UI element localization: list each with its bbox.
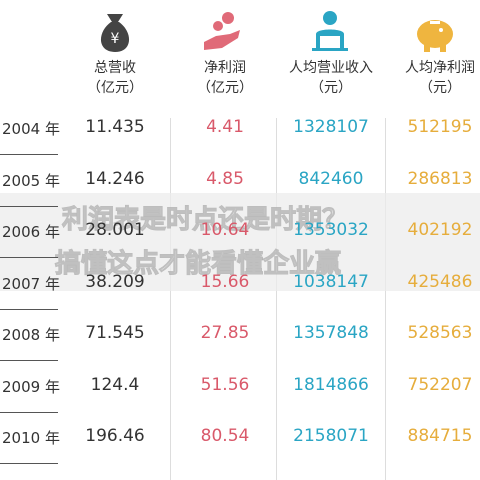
column-header: 人均营业收入 （元） bbox=[276, 58, 386, 98]
svg-text:¥: ¥ bbox=[111, 31, 120, 47]
column-header: 净利润 （亿元） bbox=[170, 58, 280, 98]
row-separator bbox=[0, 411, 58, 413]
table-cell: 11.435 bbox=[85, 117, 145, 137]
header-unit: （亿元） bbox=[197, 80, 253, 96]
table-cell: 51.56 bbox=[200, 374, 250, 395]
person-laptop-icon bbox=[312, 11, 348, 51]
table-cell: 38.209 bbox=[85, 271, 145, 292]
header-title: 净利润 bbox=[204, 60, 246, 76]
header-unit: （亿元） bbox=[87, 80, 143, 96]
header-title: 人均营业收入 bbox=[289, 60, 373, 76]
table-cell: 528563 bbox=[407, 323, 473, 343]
year-label: 2008 年 bbox=[2, 326, 60, 344]
column-divider bbox=[385, 118, 386, 480]
money-bag-icon: ¥ bbox=[100, 14, 130, 52]
table-cell: 27.85 bbox=[200, 323, 250, 343]
year-label: 2004 年 bbox=[2, 120, 60, 138]
table-cell: 752207 bbox=[407, 374, 473, 395]
table-cell: 1357848 bbox=[293, 323, 369, 343]
table-cell: 14.246 bbox=[85, 168, 145, 189]
table-cell: 402192 bbox=[407, 220, 473, 240]
row-separator bbox=[0, 463, 58, 464]
year-label: 2010 年 bbox=[2, 429, 60, 447]
table-cell: 15.66 bbox=[200, 271, 250, 292]
row-separator bbox=[0, 154, 58, 155]
column-header: 总营收 （亿元） bbox=[60, 58, 170, 98]
watermark-text: 利润表是时点还是时期？ bbox=[61, 205, 349, 236]
table-cell: 124.4 bbox=[90, 374, 140, 395]
year-label: 2006 年 bbox=[2, 223, 60, 241]
table-cell: 425486 bbox=[407, 271, 473, 292]
header-unit: （元） bbox=[419, 80, 461, 96]
header-unit: （元） bbox=[310, 80, 352, 96]
table-cell: 1328107 bbox=[293, 117, 369, 137]
year-label: 2005 年 bbox=[2, 171, 60, 190]
row-separator bbox=[0, 308, 58, 310]
row-separator bbox=[0, 360, 58, 361]
table-cell: 4.41 bbox=[206, 117, 244, 137]
watermark-text: 搞懂这点才能看懂企业赢 bbox=[54, 249, 342, 280]
table-cell: 842460 bbox=[298, 168, 364, 189]
table-cell: 196.46 bbox=[85, 426, 145, 446]
table-cell: 71.545 bbox=[85, 323, 145, 343]
table-cell: 80.54 bbox=[200, 426, 250, 446]
watermark-band: 利润表是时点还是时期？ 搞懂这点才能看懂企业赢 bbox=[0, 193, 480, 291]
table-cell: 4.85 bbox=[206, 168, 244, 189]
table-cell: 286813 bbox=[407, 168, 473, 189]
table-cell: 512195 bbox=[407, 117, 473, 137]
column-divider bbox=[276, 118, 277, 480]
row-separator bbox=[0, 257, 58, 258]
table-cell: 10.64 bbox=[200, 220, 250, 240]
table-cell: 1814866 bbox=[293, 374, 369, 395]
column-divider bbox=[170, 118, 171, 480]
header-title: 人均净利润 bbox=[405, 60, 475, 76]
table-cell: 1353032 bbox=[293, 220, 369, 240]
hand-coins-icon bbox=[204, 12, 240, 50]
column-header: 人均净利润 （元） bbox=[385, 58, 480, 98]
header-title: 总营收 bbox=[94, 60, 136, 76]
year-label: 2007 年 bbox=[2, 274, 60, 293]
piggy-bank-icon bbox=[417, 20, 453, 52]
row-separator bbox=[0, 205, 58, 207]
year-label: 2009 年 bbox=[2, 377, 60, 396]
table-cell: 2158071 bbox=[293, 426, 369, 446]
table-cell: 1038147 bbox=[293, 271, 369, 292]
table-cell: 884715 bbox=[407, 426, 473, 446]
table-cell: 28.001 bbox=[85, 220, 145, 240]
